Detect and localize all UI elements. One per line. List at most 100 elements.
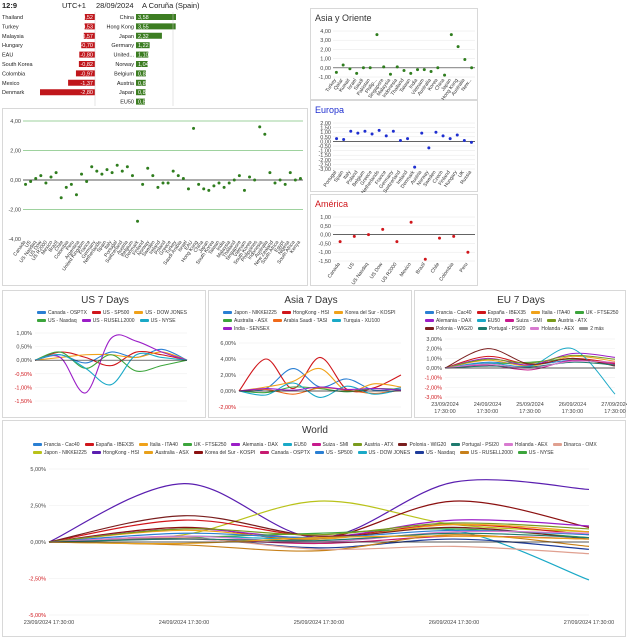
legend-item[interactable]: US - DOW JONES xyxy=(357,449,410,457)
legend-item[interactable]: Arabia Saudi - TASI xyxy=(272,317,328,325)
legend-item[interactable]: Suiza - SMI xyxy=(505,317,542,325)
legend-item[interactable]: Japon - NIKKEI225 xyxy=(33,449,87,457)
legend-item[interactable]: Turquia - XU100 xyxy=(332,317,380,325)
legend-item[interactable]: Austria - ATX xyxy=(546,317,587,325)
legend-swatch xyxy=(144,451,154,455)
legend-item[interactable]: Italia - ITA40 xyxy=(530,309,570,317)
data-point xyxy=(283,182,287,186)
y-tick-label: 6,00% xyxy=(220,341,236,347)
legend-item[interactable]: US - NYSE xyxy=(139,317,176,325)
y-tick-label: -4,00 xyxy=(8,237,21,243)
legend-item[interactable]: EU50 xyxy=(476,317,500,325)
legend-swatch xyxy=(451,443,461,447)
legend-item[interactable]: US - SP500 xyxy=(315,449,353,457)
legend-item[interactable]: UK - FTSE250 xyxy=(182,441,226,449)
legend-item[interactable]: Portugal - PSI20 xyxy=(477,325,525,333)
header-date: 28/09/2024 xyxy=(96,1,134,10)
y-tick-label: -2,50% xyxy=(29,577,47,583)
legend-item[interactable]: US - RUSELL2000 xyxy=(81,317,135,325)
rank-left-name: Mexico xyxy=(2,81,19,87)
legend-swatch xyxy=(579,327,589,331)
legend-label: Italia - ITA40 xyxy=(149,442,178,448)
legend-item[interactable]: Suiza - SMI xyxy=(311,441,348,449)
legend-item[interactable]: UK - FTSE250 xyxy=(574,309,618,317)
data-point xyxy=(395,65,399,69)
legend-item[interactable]: US - RUSELL2000 xyxy=(459,449,513,457)
us7-legend: Canada - OSPTX US - SP500 US - DOW JONES US… xyxy=(37,309,197,325)
legend-item[interactable]: India - SENSEX xyxy=(223,325,270,333)
legend-item[interactable]: US - SP500 xyxy=(91,309,129,317)
series-line xyxy=(48,515,590,543)
data-point xyxy=(388,72,392,76)
rank-right-name: Belgium xyxy=(114,71,134,77)
legend-item[interactable]: Polonia - WIG20 xyxy=(425,325,473,333)
data-point xyxy=(469,140,473,144)
asia-panel: Asia y Oriente 4,00 3,00 2,00 1,00 0,00 -1,00… xyxy=(310,8,478,102)
legend-item[interactable]: España - IBEX35 xyxy=(476,309,526,317)
legend-item[interactable]: HongKong - HSI xyxy=(281,309,329,317)
data-point xyxy=(156,185,160,189)
rank-right-name: Japan xyxy=(119,90,134,96)
legend-item[interactable]: Canada - OSPTX xyxy=(37,309,87,317)
legend-item[interactable]: Alemania - DAX xyxy=(231,441,278,449)
data-point xyxy=(449,33,453,37)
data-point xyxy=(232,178,236,182)
legend-item[interactable]: Canada - OSPTX xyxy=(260,449,310,457)
legend-label: Francia - Cac40 xyxy=(436,310,472,316)
legend-swatch xyxy=(37,319,46,323)
legend-item[interactable]: España - IBEX35 xyxy=(84,441,134,449)
legend-item[interactable]: Holanda - AEX xyxy=(503,441,548,449)
legend-item[interactable]: Australia - ASX xyxy=(144,449,189,457)
legend-swatch xyxy=(546,319,556,323)
legend-item[interactable]: Holanda - AEX xyxy=(530,325,574,333)
y-tick-label: 4,00% xyxy=(220,357,236,363)
europa-title: Europa xyxy=(315,105,345,115)
legend-item[interactable]: Japon - NIKKEI225 xyxy=(223,309,277,317)
america-title: América xyxy=(315,199,349,209)
header-location: A Coruña (Spain) xyxy=(142,1,200,10)
legend-item[interactable]: Portugal - PSI20 xyxy=(451,441,499,449)
legend-item[interactable]: US - DOW JONES xyxy=(134,309,187,317)
legend-label: US - NYSE xyxy=(150,318,176,324)
legend-label: HongKong - HSI xyxy=(102,450,140,456)
legend-swatch xyxy=(139,319,149,323)
legend-item[interactable]: Dinarca - OMX xyxy=(552,441,597,449)
legend-item[interactable]: Korea del Sur - KOSPI xyxy=(334,309,396,317)
y-tick-label: 0,50 xyxy=(320,224,331,230)
header-bar: 12:9 UTC+1 28/09/2024 A Coruña (Spain) xyxy=(0,0,628,12)
data-point xyxy=(402,69,406,73)
legend-item[interactable]: Alemania - DAX xyxy=(425,317,472,325)
rank-left-name: Hungary xyxy=(2,43,23,49)
legend-swatch xyxy=(425,319,434,323)
asia7-panel: Asia 7 Days Japon - NIKKEI225 HongKong - … xyxy=(208,290,412,418)
data-point xyxy=(368,66,372,70)
data-point xyxy=(409,220,413,224)
data-point xyxy=(44,181,48,185)
data-point xyxy=(192,126,196,130)
legend-swatch xyxy=(459,451,469,455)
legend-item[interactable]: US - Nasdaq xyxy=(415,449,455,457)
x-tick-label: India xyxy=(215,240,226,253)
legend-swatch xyxy=(182,443,192,447)
rank-left-name: Colombia xyxy=(2,71,26,77)
legend-swatch xyxy=(223,311,232,315)
legend-item[interactable]: Australia - ASX xyxy=(223,317,268,325)
x-tick-label: EAU xyxy=(183,239,194,251)
legend-item[interactable]: Korea del Sur - KOSPI xyxy=(193,449,255,457)
legend-item[interactable]: HongKong - HSI xyxy=(91,449,140,457)
x-tick-label: 25/09/2024 xyxy=(516,402,544,408)
legend-item[interactable]: Polonia - WIG20 xyxy=(398,441,446,449)
legend-swatch xyxy=(530,327,540,331)
legend-item[interactable]: Francia - Cac40 xyxy=(425,309,472,317)
legend-label: Arabia Saudi - TASI xyxy=(283,318,328,324)
legend-label: India - SENSEX xyxy=(234,326,270,332)
legend-item[interactable]: US - NYSE xyxy=(517,449,554,457)
legend-item[interactable]: US - Nasdaq xyxy=(37,317,77,325)
legend-item[interactable]: Austria - ATX xyxy=(353,441,393,449)
legend-item[interactable]: Italia - ITA40 xyxy=(138,441,178,449)
legend-item[interactable]: 2 más xyxy=(579,325,604,333)
legend-item[interactable]: Francia - Cac40 xyxy=(33,441,80,449)
legend-item[interactable]: EU50 xyxy=(283,441,307,449)
series-line xyxy=(444,361,616,369)
header-time: 12:9 xyxy=(2,1,18,10)
